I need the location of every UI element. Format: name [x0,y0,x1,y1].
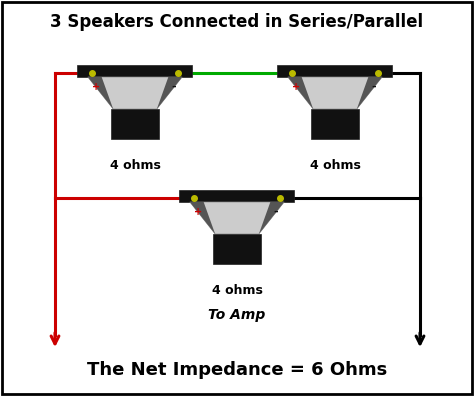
Text: To Amp: To Amp [209,308,265,322]
Bar [78,65,192,77]
Polygon shape [288,77,313,109]
Text: +: + [92,82,100,92]
Bar [180,190,294,202]
Polygon shape [157,77,182,109]
Text: 4 ohms: 4 ohms [109,159,160,172]
Polygon shape [190,202,215,234]
Polygon shape [190,202,284,234]
Polygon shape [357,77,382,109]
Text: -: - [372,82,376,92]
Text: 3 Speakers Connected in Series/Parallel: 3 Speakers Connected in Series/Parallel [50,13,424,31]
Bar [111,109,159,139]
Text: -: - [172,82,176,92]
Bar [277,65,392,77]
Text: 4 ohms: 4 ohms [310,159,360,172]
Polygon shape [88,77,182,109]
Text: 4 ohms: 4 ohms [211,284,263,297]
Polygon shape [88,77,113,109]
Bar [311,109,359,139]
Text: +: + [194,207,202,217]
Bar [213,234,261,265]
Text: The Net Impedance = 6 Ohms: The Net Impedance = 6 Ohms [87,361,387,379]
Text: +: + [292,82,300,92]
Text: -: - [274,207,278,217]
Polygon shape [288,77,382,109]
Polygon shape [259,202,284,234]
